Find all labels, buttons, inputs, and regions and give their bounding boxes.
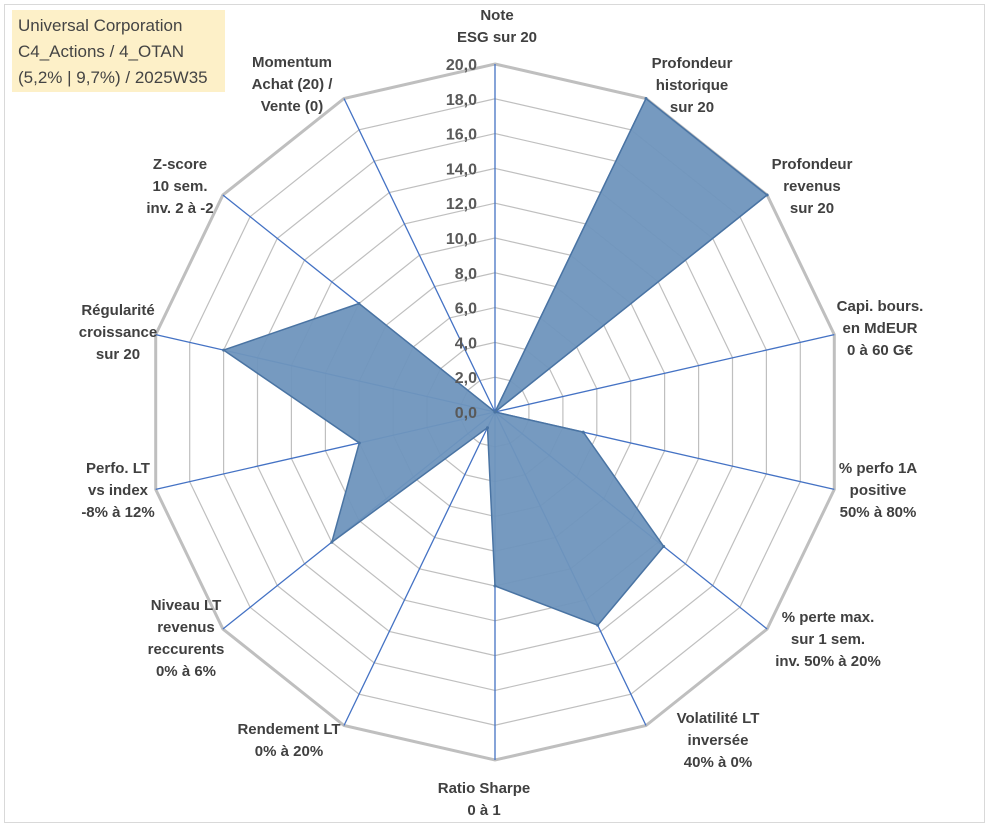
category-label: 10 sem. [152, 178, 207, 195]
radar-category-labels: Note ESG sur 20 Profondeur historique sur 20… [79, 7, 924, 819]
category-label: revenus [157, 619, 215, 636]
category-label: Perfo. LT [86, 460, 150, 477]
category-label: en MdEUR [843, 320, 918, 337]
series-point [330, 540, 334, 544]
tick-label: 20,0 [446, 57, 477, 74]
performance-week-label: (5,2% | 9,7%) / 2025W35 [18, 68, 208, 87]
category-label: Profondeur [652, 55, 733, 72]
category-label: -8% à 12% [81, 504, 154, 521]
tick-label: 0,0 [455, 405, 477, 422]
category-label: revenus [783, 178, 841, 195]
category-label: Profondeur [772, 156, 853, 173]
category-label: 0% à 6% [156, 663, 216, 680]
category-label: Achat (20) / [252, 76, 334, 93]
series-point [493, 410, 497, 414]
category-label: Capi. bours. [837, 298, 924, 315]
series-point [493, 584, 497, 588]
radar-axis [494, 333, 835, 413]
series-point [581, 430, 585, 434]
series-point [357, 302, 361, 305]
series-point [596, 623, 600, 627]
category-label: Note [480, 7, 513, 24]
category-label: croissance [79, 324, 157, 341]
series-point [486, 426, 489, 430]
series-point [662, 545, 666, 548]
series-point [222, 348, 226, 352]
category-label: 0% à 20% [255, 743, 323, 760]
category-label: Volatilité LT [677, 710, 760, 727]
category-label: positive [850, 482, 907, 499]
tick-label: 16,0 [446, 127, 477, 144]
category-label: inv. 2 à -2 [146, 200, 213, 217]
category-label: Niveau LT [151, 597, 222, 614]
tick-label: 10,0 [446, 231, 477, 248]
category-label: % perte max. [782, 609, 875, 626]
tick-label: 4,0 [455, 335, 477, 352]
radar-tick-labels: 0,0 2,0 4,0 6,0 8,0 10,0 12,0 14,0 16,0 18,0 20,0 [446, 57, 477, 422]
category-label: sur 1 sem. [791, 631, 865, 648]
category-label: inv. 50% à 20% [775, 653, 881, 670]
category-label: Ratio Sharpe [438, 780, 531, 797]
series-point [765, 193, 769, 197]
company-name: Universal Corporation [18, 16, 183, 35]
series-point [357, 441, 361, 445]
tick-label: 12,0 [446, 196, 477, 213]
category-label: historique [656, 77, 729, 94]
tick-label: 18,0 [446, 92, 477, 109]
radar-series [221, 97, 769, 627]
category-label: sur 20 [790, 200, 834, 217]
category-label: 0 à 60 G€ [847, 342, 914, 359]
category-label: reccurents [148, 641, 225, 658]
series-area [221, 97, 769, 627]
category-label: Vente (0) [261, 98, 324, 115]
series-point [644, 97, 648, 100]
category-label: % perfo 1A [839, 460, 918, 477]
tick-label: 2,0 [455, 370, 477, 387]
tick-label: 8,0 [455, 266, 477, 283]
category-label: 50% à 80% [840, 504, 917, 521]
chart-frame [4, 4, 985, 823]
radar-axis [343, 98, 496, 413]
category-label: Momentum [252, 54, 332, 71]
info-box: Universal Corporation C4_Actions / 4_OTA… [12, 10, 225, 92]
category-label: 40% à 0% [684, 754, 752, 771]
radar-axis [343, 411, 496, 726]
category-label: inversée [688, 732, 749, 749]
portfolio-label: C4_Actions / 4_OTAN [18, 42, 184, 61]
category-label: sur 20 [96, 346, 140, 363]
category-label: sur 20 [670, 99, 714, 116]
tick-label: 14,0 [446, 161, 477, 178]
category-label: vs index [88, 482, 149, 499]
category-label: ESG sur 20 [457, 29, 537, 46]
category-label: Régularité [81, 302, 154, 319]
category-label: Rendement LT [237, 721, 340, 738]
category-label: Z-score [153, 156, 207, 173]
tick-label: 6,0 [455, 301, 477, 318]
category-label: 0 à 1 [467, 802, 500, 819]
